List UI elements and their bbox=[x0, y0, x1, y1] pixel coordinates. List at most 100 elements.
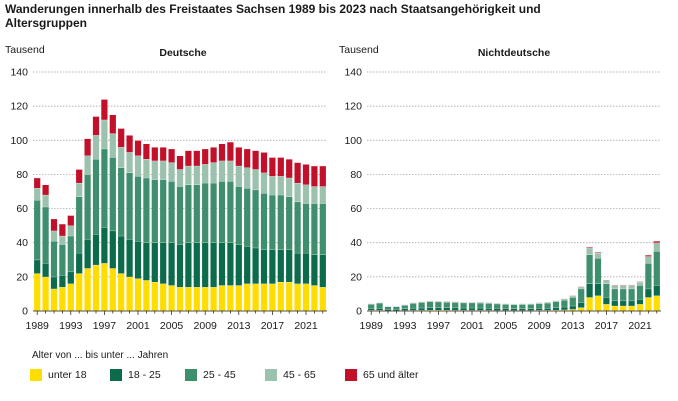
bar-2020-2 bbox=[294, 201, 301, 253]
bar-2013-4 bbox=[235, 147, 242, 166]
bar-1997-2 bbox=[435, 301, 442, 308]
bar-1989-4 bbox=[34, 177, 41, 189]
y-axis-label: Tausend bbox=[339, 44, 379, 56]
bar-1995-2 bbox=[418, 302, 425, 308]
bar-2018-3 bbox=[277, 176, 284, 195]
bar-2014-0 bbox=[578, 307, 585, 311]
bar-2002-3 bbox=[477, 302, 484, 303]
bar-2017-2 bbox=[269, 194, 276, 250]
y-tick-label: 40 bbox=[16, 237, 28, 249]
bar-2007-3 bbox=[185, 165, 192, 185]
bar-2015-4 bbox=[252, 150, 259, 170]
bar-1990-0 bbox=[376, 310, 383, 311]
bar-2009-1 bbox=[536, 308, 543, 311]
bar-2001-1 bbox=[134, 241, 142, 279]
bar-2009-0 bbox=[536, 310, 543, 311]
bar-2009-2 bbox=[202, 182, 209, 243]
bar-2020-4 bbox=[294, 162, 301, 183]
bar-2018-4 bbox=[277, 157, 284, 177]
bar-2017-2 bbox=[603, 283, 610, 298]
bar-2022-2 bbox=[645, 263, 652, 289]
x-tick-label: 2021 bbox=[628, 320, 652, 332]
bar-2017-3 bbox=[603, 280, 610, 284]
bar-1996-2 bbox=[92, 159, 100, 235]
bar-1993-4 bbox=[67, 215, 74, 226]
bar-1994-1 bbox=[410, 308, 417, 311]
bar-2014-4 bbox=[244, 148, 251, 168]
bar-1990-2 bbox=[376, 302, 383, 309]
x-tick-label: 2009 bbox=[528, 320, 552, 332]
bar-2005-0 bbox=[168, 285, 175, 311]
bar-1997-3 bbox=[101, 119, 108, 149]
bar-2013-2 bbox=[569, 297, 576, 306]
bar-2015-0 bbox=[586, 297, 593, 311]
bar-2022-4 bbox=[311, 165, 318, 187]
x-tick-label: 2013 bbox=[561, 320, 585, 332]
x-tick-label: 2001 bbox=[126, 320, 150, 332]
x-tick-label: 1989 bbox=[360, 320, 384, 332]
bar-2006-3 bbox=[176, 169, 184, 187]
bar-2016-1 bbox=[260, 249, 268, 284]
bar-2000-4 bbox=[126, 135, 133, 153]
bar-2005-4 bbox=[168, 148, 175, 163]
x-tick-label: 2013 bbox=[227, 320, 251, 332]
chart-panel-1: Tausend Nichtdeutsche 0 20 40 60 80 100 120 140 19… bbox=[339, 44, 661, 332]
bar-2000-1 bbox=[460, 307, 467, 311]
bar-1994-3 bbox=[410, 302, 417, 304]
bar-1990-4 bbox=[42, 184, 49, 195]
bar-1989-0 bbox=[368, 310, 375, 311]
bar-1998-1 bbox=[443, 307, 450, 310]
bar-2023-2 bbox=[319, 203, 326, 255]
bar-2015-4 bbox=[586, 246, 593, 248]
bar-2009-2 bbox=[536, 303, 543, 309]
bar-2018-1 bbox=[611, 300, 618, 306]
bar-1989-2 bbox=[368, 304, 375, 309]
bar-1989-2 bbox=[34, 200, 41, 260]
y-tick-label: 0 bbox=[356, 306, 362, 318]
legend-item-1: 18 - 25 bbox=[110, 369, 185, 381]
bar-1998-2 bbox=[443, 302, 450, 308]
bar-2019-3 bbox=[286, 177, 293, 197]
bar-2013-3 bbox=[235, 165, 242, 187]
bar-2013-2 bbox=[235, 186, 242, 245]
bar-2023-0 bbox=[319, 287, 326, 311]
bar-2003-2 bbox=[151, 179, 158, 243]
bar-2012-1 bbox=[227, 242, 234, 286]
bar-1998-3 bbox=[443, 301, 450, 303]
bar-2002-0 bbox=[477, 310, 484, 311]
bar-2004-1 bbox=[494, 308, 501, 311]
bar-2022-2 bbox=[311, 203, 318, 255]
bar-2008-3 bbox=[527, 303, 534, 305]
bar-2015-1 bbox=[252, 247, 259, 284]
bar-2001-1 bbox=[468, 307, 476, 311]
bar-1995-0 bbox=[418, 310, 425, 311]
bar-2014-3 bbox=[244, 167, 251, 189]
bar-2008-2 bbox=[193, 184, 200, 243]
bar-2015-2 bbox=[586, 254, 593, 284]
bar-2007-2 bbox=[519, 304, 526, 309]
bar-2005-2 bbox=[168, 181, 175, 243]
bar-2003-3 bbox=[151, 160, 158, 180]
bar-2018-0 bbox=[611, 305, 618, 311]
bar-2017-3 bbox=[269, 176, 276, 195]
bar-2023-4 bbox=[319, 165, 326, 187]
legend-label: 65 und älter bbox=[363, 369, 419, 381]
legend-swatch bbox=[110, 369, 122, 381]
bar-1997-2 bbox=[101, 148, 108, 228]
bar-2009-3 bbox=[202, 164, 209, 183]
bar-1996-3 bbox=[426, 300, 434, 302]
bar-2016-2 bbox=[594, 258, 602, 284]
bar-2019-1 bbox=[286, 249, 293, 282]
x-tick-label: 2017 bbox=[261, 320, 285, 332]
bar-2020-0 bbox=[628, 305, 635, 311]
bar-2011-4 bbox=[218, 143, 226, 161]
bar-2012-0 bbox=[561, 309, 568, 311]
bar-1993-3 bbox=[67, 225, 74, 236]
x-tick-label: 2009 bbox=[194, 320, 218, 332]
bar-2011-2 bbox=[218, 181, 226, 243]
y-tick-label: 0 bbox=[22, 306, 28, 318]
bar-2016-1 bbox=[594, 283, 602, 296]
bar-1991-4 bbox=[50, 218, 58, 231]
bar-2020-1 bbox=[294, 252, 301, 284]
bar-2014-1 bbox=[244, 246, 251, 284]
